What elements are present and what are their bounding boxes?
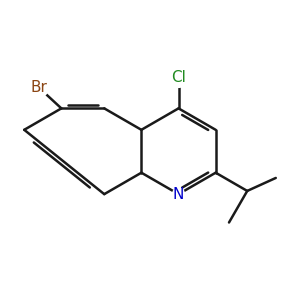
- Circle shape: [172, 188, 184, 200]
- Text: N: N: [173, 187, 184, 202]
- Text: Br: Br: [30, 80, 47, 95]
- Text: Cl: Cl: [171, 70, 186, 85]
- Circle shape: [169, 68, 188, 87]
- Circle shape: [29, 77, 49, 97]
